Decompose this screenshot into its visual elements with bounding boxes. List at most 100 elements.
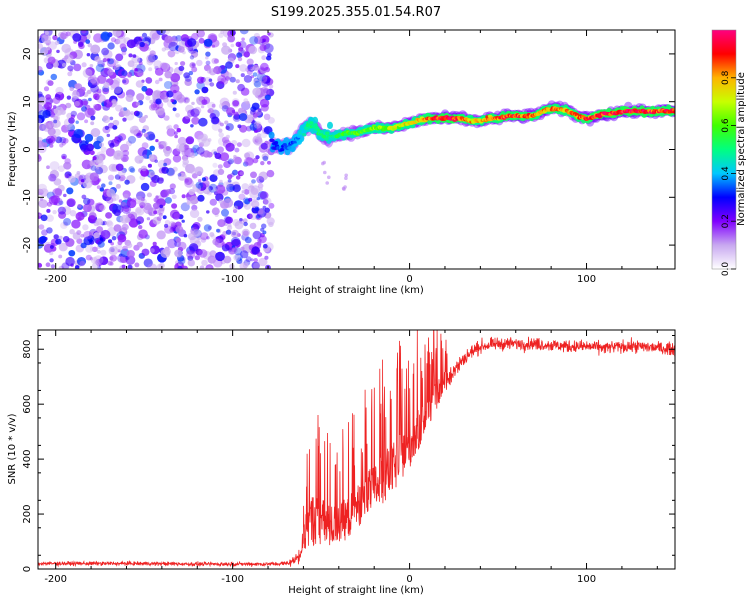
noise-blob: [257, 183, 264, 189]
noise-blob: [161, 62, 170, 71]
noise-blob: [207, 101, 216, 110]
snr-x-tick-label: -200: [44, 574, 67, 585]
noise-blob: [106, 58, 117, 68]
noise-blob: [96, 94, 106, 104]
noise-blob: [42, 110, 51, 118]
noise-blob: [254, 36, 263, 45]
noise-blob: [250, 187, 259, 195]
noise-blob: [117, 36, 127, 45]
noise-blob: [121, 264, 126, 269]
noise-blob: [245, 256, 252, 263]
noise-blob: [203, 64, 211, 72]
noise-blob: [38, 224, 45, 230]
noise-blob: [155, 98, 162, 105]
noise-blob: [224, 120, 229, 125]
noise-blob: [174, 134, 179, 139]
noise-blob: [184, 178, 194, 188]
noise-blob: [138, 116, 146, 123]
snr-x-tick-label: 0: [406, 574, 412, 585]
noise-blob: [61, 141, 66, 146]
colorbar-tick-label: 0.2: [721, 214, 731, 228]
noise-blob: [60, 221, 68, 229]
noise-blob: [242, 230, 249, 236]
noise-blob: [90, 121, 95, 126]
noise-blob: [267, 32, 271, 36]
noise-blob: [112, 125, 118, 130]
noise-blob: [241, 138, 251, 148]
noise-blob: [227, 159, 233, 165]
noise-blob: [95, 218, 104, 226]
noise-blob: [39, 235, 47, 243]
noise-blob: [108, 246, 119, 256]
noise-blob: [71, 219, 81, 229]
noise-blob: [164, 219, 171, 226]
noise-blob: [76, 171, 81, 175]
noise-blob: [96, 88, 102, 94]
noise-blob: [78, 139, 83, 144]
noise-blob: [46, 46, 51, 51]
noise-blob: [103, 82, 110, 88]
snr-x-tick-label: -100: [221, 574, 244, 585]
noise-blob: [253, 137, 263, 146]
noise-blob: [122, 79, 127, 84]
noise-blob: [111, 196, 117, 202]
noise-blob: [262, 155, 269, 162]
noise-blob: [176, 143, 185, 152]
noise-blob: [166, 90, 174, 98]
noise-blob: [128, 53, 133, 58]
noise-blob: [252, 72, 258, 77]
noise-blob: [205, 56, 209, 60]
noise-blob: [44, 102, 53, 110]
noise-blob: [125, 255, 136, 265]
noise-blob: [100, 249, 107, 256]
noise-blob: [231, 109, 236, 114]
noise-blob: [109, 256, 114, 261]
noise-blob: [135, 101, 140, 106]
noise-blob: [186, 200, 191, 205]
noise-blob: [83, 230, 93, 240]
noise-blob: [117, 169, 126, 177]
noise-blob: [60, 109, 66, 115]
noise-blob: [123, 206, 130, 213]
noise-blob: [242, 161, 249, 167]
noise-blob: [255, 135, 263, 143]
spectrogram-y-tick-label: -10: [22, 189, 33, 205]
noise-blob: [38, 117, 42, 124]
noise-blob: [243, 75, 252, 83]
noise-blob: [260, 142, 268, 150]
noise-blob: [140, 165, 147, 172]
noise-blob: [97, 60, 105, 68]
noise-blob: [229, 76, 236, 83]
noise-blob: [227, 179, 232, 183]
noise-blob: [38, 183, 47, 193]
noise-blob: [138, 229, 148, 239]
noise-blob: [261, 78, 271, 87]
noise-blob: [240, 246, 245, 251]
noise-blob: [165, 189, 172, 195]
noise-blob: [262, 205, 267, 210]
noise-blob: [244, 203, 251, 210]
noise-blob: [63, 161, 72, 170]
noise-blob: [241, 37, 245, 41]
noise-blob: [214, 152, 222, 159]
noise-blob: [69, 210, 77, 217]
noise-blob: [143, 202, 152, 211]
noise-blob: [107, 58, 115, 65]
noise-blob: [94, 56, 101, 62]
noise-blob: [125, 140, 132, 147]
noise-blob: [217, 219, 226, 228]
noise-blob: [74, 265, 80, 269]
noise-blob: [67, 65, 74, 72]
noise-blob: [124, 217, 131, 223]
noise-blob: [268, 202, 275, 209]
noise-blob: [246, 69, 253, 76]
noise-blob: [134, 196, 144, 205]
noise-blob: [226, 107, 236, 116]
noise-blob: [189, 55, 195, 60]
spectrogram-x-axis-label: Height of straight line (km): [288, 285, 424, 296]
noise-blob: [268, 221, 274, 228]
noise-blob: [49, 258, 54, 263]
noise-blob: [186, 115, 191, 120]
noise-blob: [118, 133, 127, 141]
noise-blob: [206, 190, 212, 196]
